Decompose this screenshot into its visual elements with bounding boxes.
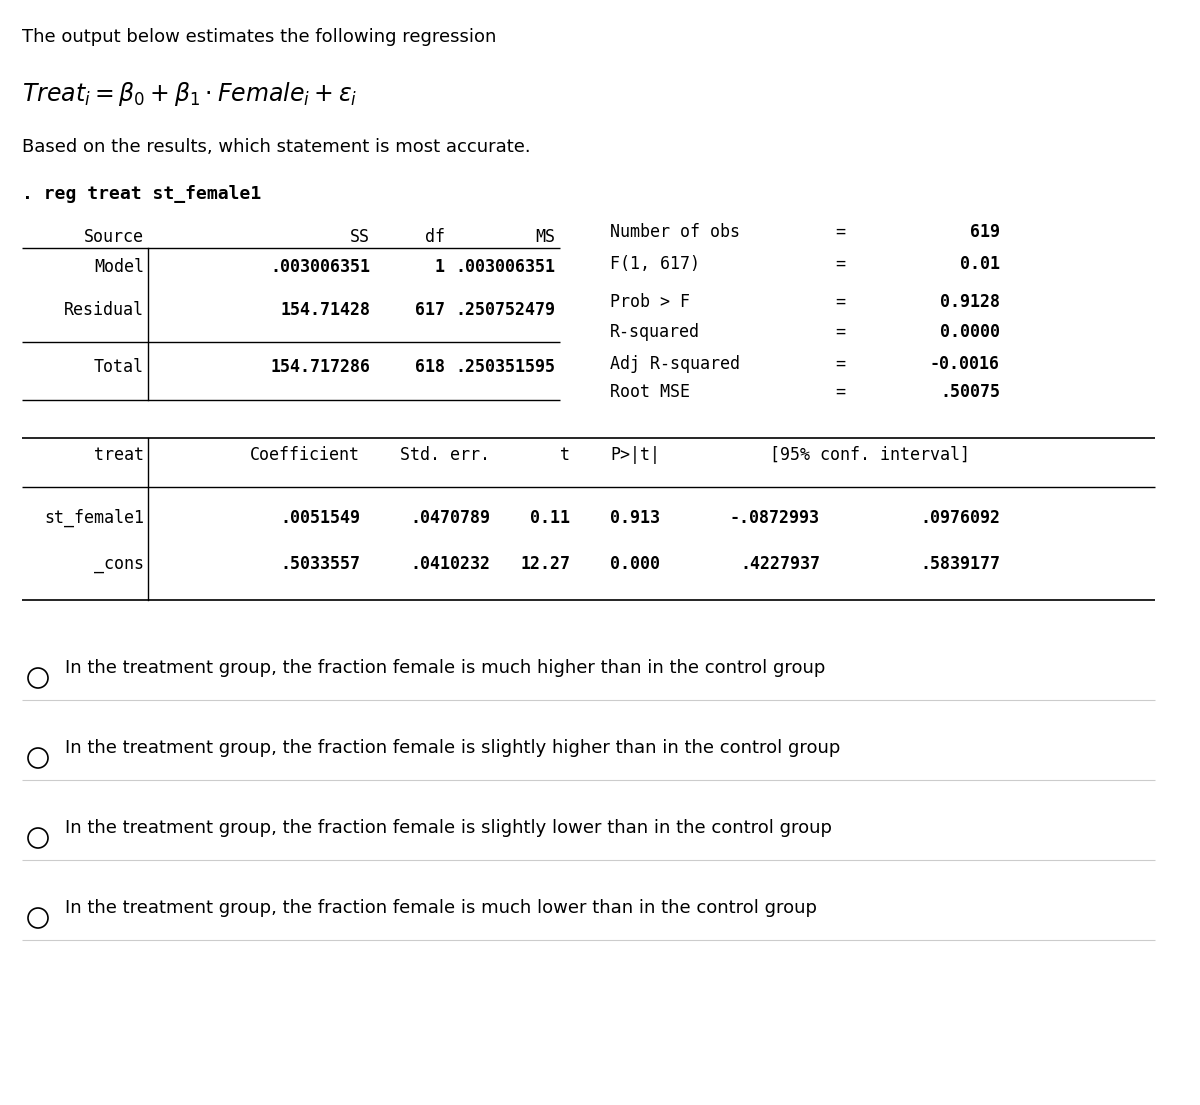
Text: 618: 618 bbox=[415, 358, 445, 376]
Text: .0470789: .0470789 bbox=[410, 509, 490, 527]
Text: $\mathit{Treat}_i = \beta_0 + \beta_1 \cdot \mathit{Female}_i + \varepsilon_i$: $\mathit{Treat}_i = \beta_0 + \beta_1 \c… bbox=[22, 80, 358, 108]
Text: .0051549: .0051549 bbox=[280, 509, 360, 527]
Text: 12.27: 12.27 bbox=[520, 555, 570, 573]
Text: Based on the results, which statement is most accurate.: Based on the results, which statement is… bbox=[22, 138, 530, 156]
Text: Source: Source bbox=[84, 228, 144, 246]
Text: .5839177: .5839177 bbox=[920, 555, 1000, 573]
Text: .5033557: .5033557 bbox=[280, 555, 360, 573]
Text: 154.71428: 154.71428 bbox=[280, 301, 370, 319]
Text: =: = bbox=[835, 383, 845, 401]
Text: Root MSE: Root MSE bbox=[610, 383, 690, 401]
Text: _cons: _cons bbox=[94, 555, 144, 573]
Text: .003006351: .003006351 bbox=[455, 257, 554, 276]
Text: =: = bbox=[835, 323, 845, 341]
Text: .003006351: .003006351 bbox=[270, 257, 370, 276]
Text: treat: treat bbox=[94, 446, 144, 464]
Text: Coefficient: Coefficient bbox=[250, 446, 360, 464]
Text: 0.01: 0.01 bbox=[960, 255, 1000, 273]
Text: F(1, 617): F(1, 617) bbox=[610, 255, 700, 273]
Text: Residual: Residual bbox=[64, 301, 144, 319]
Text: In the treatment group, the fraction female is slightly lower than in the contro: In the treatment group, the fraction fem… bbox=[65, 819, 832, 836]
Text: 0.913: 0.913 bbox=[610, 509, 660, 527]
Text: Number of obs: Number of obs bbox=[610, 223, 740, 241]
Text: 0.0000: 0.0000 bbox=[940, 323, 1000, 341]
Text: .250752479: .250752479 bbox=[455, 301, 554, 319]
Text: The output below estimates the following regression: The output below estimates the following… bbox=[22, 28, 497, 46]
Text: t: t bbox=[560, 446, 570, 464]
Text: Adj R-squared: Adj R-squared bbox=[610, 355, 740, 373]
Text: Prob > F: Prob > F bbox=[610, 293, 690, 311]
Text: MS: MS bbox=[535, 228, 554, 246]
Text: In the treatment group, the fraction female is much higher than in the control g: In the treatment group, the fraction fem… bbox=[65, 659, 826, 677]
Text: [95% conf. interval]: [95% conf. interval] bbox=[770, 446, 970, 464]
Text: st_female1: st_female1 bbox=[44, 509, 144, 527]
Text: SS: SS bbox=[350, 228, 370, 246]
Text: Total: Total bbox=[94, 358, 144, 376]
Text: In the treatment group, the fraction female is much lower than in the control gr: In the treatment group, the fraction fem… bbox=[65, 899, 817, 917]
Text: Model: Model bbox=[94, 257, 144, 276]
Text: 1: 1 bbox=[436, 257, 445, 276]
Text: Std. err.: Std. err. bbox=[400, 446, 490, 464]
Text: df: df bbox=[425, 228, 445, 246]
Text: In the treatment group, the fraction female is slightly higher than in the contr: In the treatment group, the fraction fem… bbox=[65, 739, 840, 757]
Text: 617: 617 bbox=[415, 301, 445, 319]
Text: R-squared: R-squared bbox=[610, 323, 700, 341]
Text: . reg treat st_female1: . reg treat st_female1 bbox=[22, 185, 262, 203]
Text: =: = bbox=[835, 293, 845, 311]
Text: -.0872993: -.0872993 bbox=[730, 509, 820, 527]
Text: 619: 619 bbox=[970, 223, 1000, 241]
Text: =: = bbox=[835, 255, 845, 273]
Text: 0.000: 0.000 bbox=[610, 555, 660, 573]
Text: =: = bbox=[835, 223, 845, 241]
Text: .250351595: .250351595 bbox=[455, 358, 554, 376]
Text: -0.0016: -0.0016 bbox=[930, 355, 1000, 373]
Text: 0.9128: 0.9128 bbox=[940, 293, 1000, 311]
Text: .0976092: .0976092 bbox=[920, 509, 1000, 527]
Text: =: = bbox=[835, 355, 845, 373]
Text: P>|t|: P>|t| bbox=[610, 446, 660, 464]
Text: 154.717286: 154.717286 bbox=[270, 358, 370, 376]
Text: .4227937: .4227937 bbox=[740, 555, 820, 573]
Text: 0.11: 0.11 bbox=[530, 509, 570, 527]
Text: .50075: .50075 bbox=[940, 383, 1000, 401]
Text: .0410232: .0410232 bbox=[410, 555, 490, 573]
